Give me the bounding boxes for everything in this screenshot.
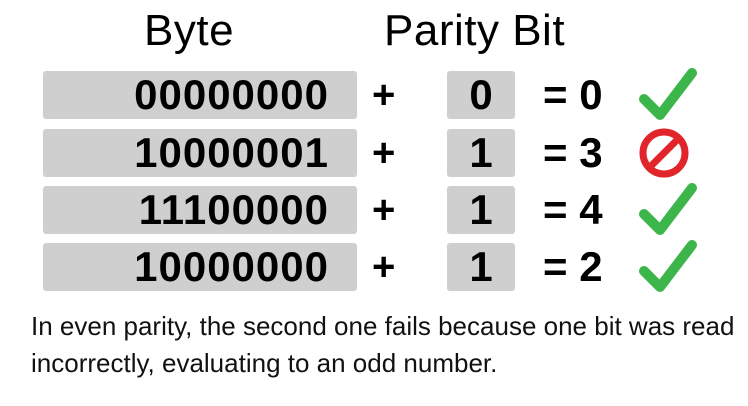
plus-sign: + [372, 188, 396, 232]
byte-header: Byte [144, 6, 235, 55]
byte-value: 00000000 [43, 71, 357, 119]
check-icon [636, 235, 700, 299]
sum-result: = 3 [543, 129, 603, 176]
byte-value: 11100000 [43, 186, 357, 234]
parity-bit-value: 1 [447, 129, 515, 177]
byte-value: 10000000 [43, 243, 357, 291]
parity-bit-value: 1 [447, 243, 515, 291]
caption-text: In even parity, the second one fails bec… [31, 311, 735, 378]
check-icon [636, 63, 700, 127]
sum-result: = 4 [543, 186, 603, 233]
plus-sign: + [372, 73, 396, 117]
parity-bit-header: Parity Bit [384, 6, 566, 55]
check-icon [636, 178, 700, 242]
sum-result: = 0 [543, 71, 603, 118]
plus-sign: + [372, 245, 396, 289]
prohibited-icon [636, 121, 700, 185]
parity-row: 10000001 + 1 = 3 [0, 128, 748, 178]
parity-row: 11100000 + 1 = 4 [0, 183, 748, 235]
parity-row: 10000000 + 1 = 2 [0, 240, 748, 292]
parity-row: 00000000 + 0 = 0 [0, 68, 748, 120]
sum-result: = 2 [543, 243, 603, 290]
parity-bit-value: 1 [447, 186, 515, 234]
byte-value: 10000001 [43, 129, 357, 177]
parity-bit-value: 0 [447, 71, 515, 119]
plus-sign: + [372, 131, 396, 175]
